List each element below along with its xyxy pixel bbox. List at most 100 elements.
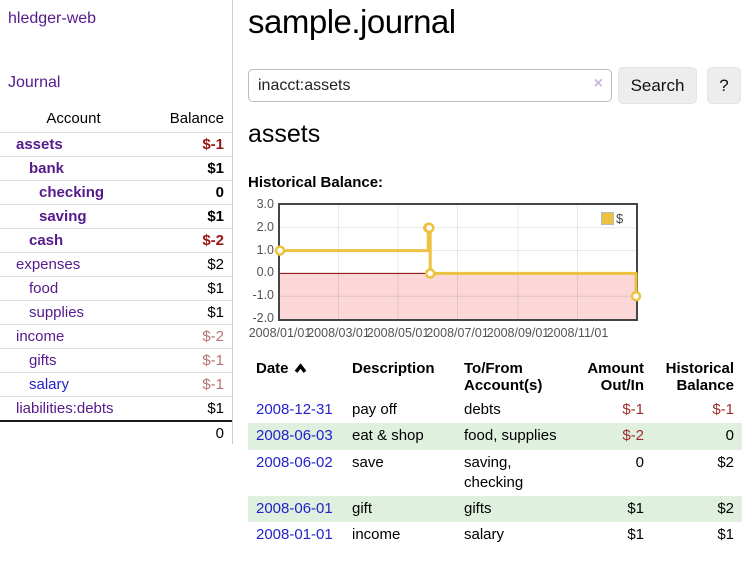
transaction-accounts: salary	[464, 526, 505, 544]
register-header-date[interactable]: Date	[248, 356, 344, 397]
x-axis-tick-label: 2008/01/01	[248, 326, 312, 340]
sidebar-item-journal[interactable]: Journal	[8, 74, 61, 91]
account-row: cash $-2	[0, 228, 232, 253]
page-title: sample.journal	[248, 3, 456, 40]
transaction-accounts: debts	[464, 401, 501, 418]
account-balance: 0	[147, 180, 232, 205]
account-row: checking 0	[0, 180, 232, 205]
account-balance: $2	[147, 252, 232, 277]
chart-legend: $	[600, 211, 625, 226]
transaction-date-link[interactable]: 2008-06-01	[256, 500, 333, 517]
account-row: gifts $-1	[0, 348, 232, 373]
account-link[interactable]: supplies	[29, 304, 85, 321]
register-row: 2008-06-02 save saving, checking 0 $2	[248, 450, 742, 497]
x-axis-tick-label: 2008/11/01	[546, 326, 609, 340]
transaction-description: gift	[352, 500, 373, 517]
account-link[interactable]: cash	[29, 232, 64, 249]
y-axis-tick-label: -2.0	[252, 311, 274, 325]
transaction-date-link[interactable]: 2008-12-31	[256, 401, 333, 418]
account-row: assets $-1	[0, 132, 232, 157]
transaction-balance: $1	[717, 526, 734, 544]
account-link[interactable]: salary	[29, 376, 70, 393]
x-axis-tick-label: 2008/07/01	[426, 326, 489, 340]
chart-plot-area	[274, 203, 642, 321]
accounts-table: Account Balance assets $-1 bank $1 check…	[0, 107, 232, 445]
account-row: saving $1	[0, 204, 232, 229]
chart-title: Historical Balance:	[248, 174, 384, 191]
account-link[interactable]: gifts	[29, 352, 57, 369]
register-row: 2008-06-03 eat & shop food, supplies $-2…	[248, 423, 742, 450]
account-row: salary $-1	[0, 372, 232, 397]
accounts-header-account: Account	[0, 107, 148, 133]
transaction-balance: $2	[717, 453, 734, 471]
y-axis-tick-label: 0.0	[256, 265, 274, 280]
transaction-amount: $-2	[622, 427, 644, 445]
sidebar: hledger-web Journal Account Balance asse…	[0, 0, 233, 445]
search-input[interactable]	[248, 69, 612, 102]
account-balance: $1	[147, 204, 232, 229]
account-link[interactable]: assets	[16, 136, 63, 153]
transaction-date-link[interactable]: 2008-01-01	[256, 526, 333, 544]
transaction-date-link[interactable]: 2008-06-02	[256, 453, 333, 471]
transaction-balance: 0	[725, 427, 734, 445]
account-link[interactable]: food	[29, 280, 59, 297]
account-row: expenses $2	[0, 252, 232, 277]
transaction-accounts: saving, checking	[464, 453, 524, 491]
account-balance: $1	[147, 156, 232, 181]
account-balance: $1	[147, 300, 232, 325]
transaction-amount: 0	[635, 453, 644, 471]
app-brand-link[interactable]: hledger-web	[8, 10, 97, 27]
accounts-total-balance: 0	[147, 420, 232, 445]
account-row: income $-2	[0, 324, 232, 349]
main-content: sample.journal × Search ? assets Histori…	[248, 0, 742, 582]
register-header-balance: Historical Balance	[665, 360, 734, 394]
account-heading: assets	[248, 120, 321, 148]
help-button[interactable]: ?	[707, 67, 741, 104]
register-header-row: Date Description To/From Account(s) Amou…	[248, 356, 742, 397]
transaction-balance: $2	[717, 500, 734, 517]
account-balance: $1	[147, 396, 232, 421]
register-row: 2008-12-31 pay off debts $-1 $-1	[248, 397, 742, 423]
account-link[interactable]: checking	[39, 184, 105, 201]
account-link[interactable]: income	[16, 328, 65, 345]
account-link[interactable]: liabilities:debts	[16, 400, 114, 417]
y-axis-tick-label: -1.0	[252, 288, 274, 303]
y-axis-tick-label: 3.0	[256, 197, 274, 211]
transaction-description: save	[352, 453, 384, 471]
transaction-accounts: gifts	[464, 500, 492, 517]
chart-canvas	[274, 205, 642, 319]
account-link[interactable]: saving	[39, 208, 87, 225]
account-row: bank $1	[0, 156, 232, 181]
transaction-description: pay off	[352, 401, 397, 418]
search-form: × Search ?	[248, 67, 742, 104]
x-axis-tick-label: 2008/05/01	[366, 326, 430, 340]
account-link[interactable]: bank	[29, 160, 65, 177]
account-balance: $-1	[147, 132, 232, 157]
account-link[interactable]: expenses	[16, 256, 81, 273]
register-table: Date Description To/From Account(s) Amou…	[248, 356, 742, 549]
sort-ascending-icon	[294, 363, 306, 373]
transaction-description: eat & shop	[352, 427, 424, 445]
legend-label: $	[616, 211, 624, 226]
account-row: supplies $1	[0, 300, 232, 325]
y-axis-tick-label: 1.0	[256, 242, 274, 257]
accounts-total-row: 0	[0, 420, 232, 445]
account-balance: $-1	[147, 372, 232, 397]
historical-balance-chart: $ 3.0 2.0 1.0 0.0 -1.0 -2.0 2008/01/01 2008/03/…	[248, 197, 742, 349]
account-row: liabilities:debts $1	[0, 396, 232, 421]
account-balance: $-2	[147, 228, 232, 253]
y-axis-tick-label: 2.0	[256, 219, 274, 234]
transaction-amount: $-1	[622, 401, 644, 418]
x-axis-tick-label: 2008/03/01	[307, 326, 370, 340]
transaction-date-link[interactable]: 2008-06-03	[256, 427, 333, 445]
transaction-accounts: food, supplies	[464, 427, 557, 445]
search-button[interactable]: Search	[618, 67, 697, 104]
account-balance: $-2	[147, 324, 232, 349]
accounts-header-balance: Balance	[147, 107, 232, 133]
register-row: 2008-01-01 income salary $1 $1	[248, 522, 742, 548]
clear-search-icon[interactable]: ×	[593, 75, 603, 92]
account-row: food $1	[0, 276, 232, 301]
register-header-description: Description	[352, 360, 435, 377]
register-row: 2008-06-01 gift gifts $1 $2	[248, 496, 742, 523]
transaction-description: income	[352, 526, 401, 544]
